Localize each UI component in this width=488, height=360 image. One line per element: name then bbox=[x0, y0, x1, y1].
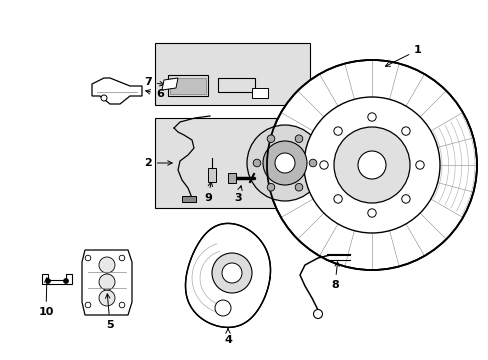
Text: 1: 1 bbox=[385, 45, 421, 66]
Circle shape bbox=[85, 255, 91, 261]
Circle shape bbox=[212, 253, 251, 293]
Circle shape bbox=[119, 255, 124, 261]
Circle shape bbox=[308, 159, 316, 167]
Circle shape bbox=[101, 95, 107, 101]
Circle shape bbox=[45, 279, 50, 284]
Circle shape bbox=[357, 151, 385, 179]
Circle shape bbox=[99, 257, 115, 273]
Polygon shape bbox=[82, 250, 132, 315]
Circle shape bbox=[295, 135, 302, 143]
Text: 9: 9 bbox=[203, 182, 212, 203]
Circle shape bbox=[63, 279, 68, 284]
Bar bbox=[155, 118, 339, 208]
Text: 5: 5 bbox=[105, 294, 114, 330]
Polygon shape bbox=[162, 78, 178, 90]
Bar bbox=[227, 173, 236, 183]
Circle shape bbox=[367, 209, 375, 217]
Bar bbox=[155, 43, 309, 105]
Circle shape bbox=[215, 300, 230, 316]
Circle shape bbox=[415, 161, 423, 169]
Text: 10: 10 bbox=[38, 278, 54, 317]
Circle shape bbox=[333, 127, 409, 203]
Circle shape bbox=[99, 274, 115, 290]
Text: 6: 6 bbox=[145, 89, 163, 99]
Polygon shape bbox=[168, 75, 207, 96]
Polygon shape bbox=[218, 78, 254, 92]
Text: 7: 7 bbox=[144, 77, 164, 87]
Circle shape bbox=[333, 195, 342, 203]
Text: 3: 3 bbox=[234, 186, 242, 203]
Circle shape bbox=[319, 161, 327, 169]
Bar bbox=[207, 168, 216, 182]
Circle shape bbox=[99, 290, 115, 306]
Text: 4: 4 bbox=[224, 329, 231, 345]
Text: 2: 2 bbox=[144, 158, 172, 168]
Circle shape bbox=[263, 141, 306, 185]
Circle shape bbox=[304, 97, 439, 233]
Circle shape bbox=[313, 310, 322, 319]
Circle shape bbox=[119, 302, 124, 308]
Circle shape bbox=[253, 159, 260, 167]
Bar bbox=[170, 78, 205, 94]
Circle shape bbox=[266, 184, 274, 191]
Circle shape bbox=[274, 153, 294, 173]
Circle shape bbox=[85, 302, 91, 308]
Circle shape bbox=[401, 195, 409, 203]
Circle shape bbox=[401, 127, 409, 135]
Polygon shape bbox=[92, 78, 142, 104]
Circle shape bbox=[266, 135, 274, 143]
Circle shape bbox=[295, 184, 302, 191]
Bar bbox=[182, 196, 196, 202]
Polygon shape bbox=[251, 88, 267, 98]
Polygon shape bbox=[185, 224, 270, 327]
Circle shape bbox=[367, 113, 375, 121]
Polygon shape bbox=[42, 274, 72, 284]
Circle shape bbox=[333, 127, 342, 135]
Circle shape bbox=[222, 263, 242, 283]
Circle shape bbox=[246, 125, 323, 201]
Text: 8: 8 bbox=[330, 262, 339, 290]
Circle shape bbox=[266, 60, 476, 270]
